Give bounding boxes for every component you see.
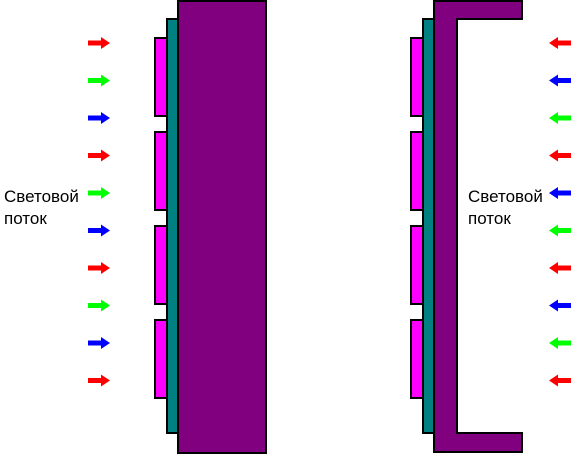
left-cell-1 <box>154 37 168 117</box>
right-arrow-4-red <box>549 149 571 162</box>
left-arrow-10-red <box>88 374 110 387</box>
left-cell-3 <box>154 225 168 305</box>
left-arrow-9-blue <box>88 337 110 349</box>
right-arrow-10-red <box>549 374 571 387</box>
right-substrate <box>433 0 523 453</box>
right-light-arrows <box>549 37 571 387</box>
right-arrow-7-red <box>549 262 571 274</box>
left-light-label: Световой поток <box>4 186 79 230</box>
left-layer <box>166 18 179 434</box>
left-arrow-4-red <box>88 149 110 162</box>
right-light-label: Световой поток <box>468 186 543 230</box>
right-cell-1 <box>410 37 424 117</box>
left-cell-2 <box>154 131 168 211</box>
right-light-label-line1: Световой <box>468 187 543 206</box>
left-arrow-6-blue <box>88 224 110 237</box>
left-arrow-1-red <box>88 37 110 49</box>
right-cell-3 <box>410 225 424 305</box>
right-layer <box>422 18 435 434</box>
right-arrow-1-red <box>549 37 571 49</box>
left-arrow-2-green <box>88 74 110 87</box>
left-cell-4 <box>154 319 168 399</box>
left-light-label-line1: Световой <box>4 187 79 206</box>
right-arrow-8-blue <box>549 299 571 312</box>
right-arrow-9-green <box>549 337 571 349</box>
right-cell-2 <box>410 131 424 211</box>
right-arrow-2-blue <box>549 74 571 87</box>
left-arrow-7-red <box>88 262 110 274</box>
left-structure <box>154 0 267 454</box>
right-structure <box>410 0 523 453</box>
right-arrow-5-blue <box>549 187 571 199</box>
left-arrow-5-green <box>88 187 110 199</box>
right-light-label-line2: поток <box>468 209 511 228</box>
right-arrow-6-green <box>549 224 571 237</box>
left-arrow-8-green <box>88 299 110 312</box>
left-light-label-line2: поток <box>4 209 47 228</box>
left-arrow-3-blue <box>88 112 110 124</box>
right-arrow-3-green <box>549 112 571 124</box>
left-light-arrows <box>88 37 110 387</box>
right-cell-4 <box>410 319 424 399</box>
left-substrate <box>177 0 267 454</box>
